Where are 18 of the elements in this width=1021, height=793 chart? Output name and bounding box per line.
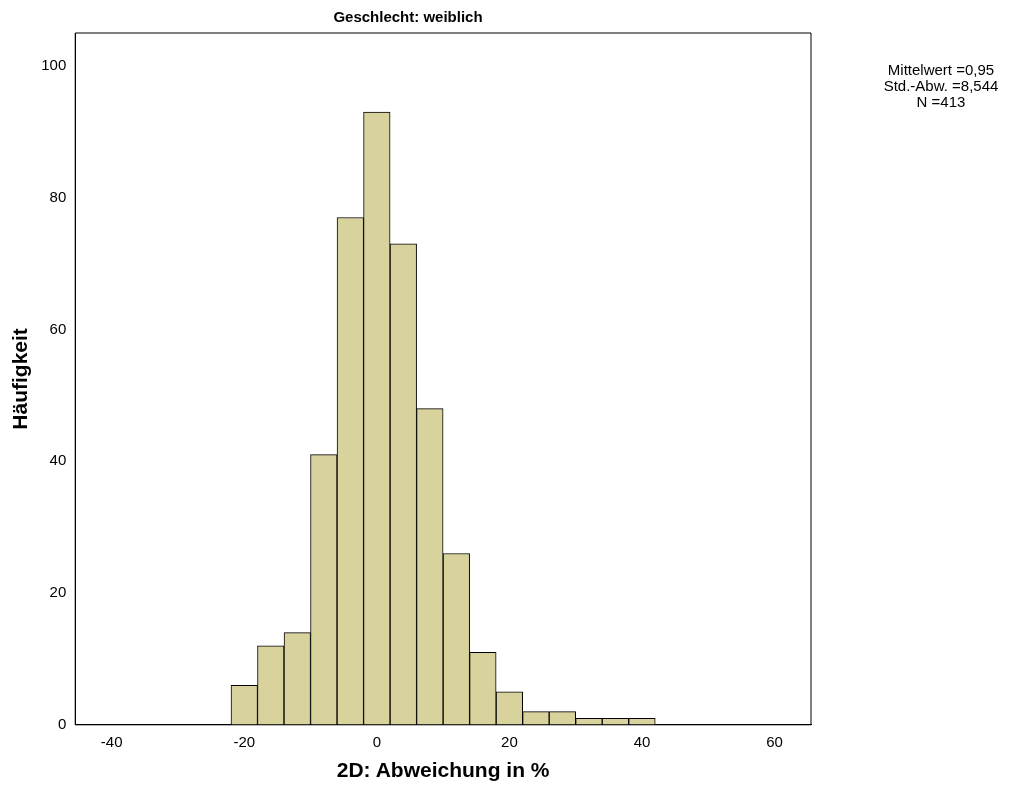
y-tick-label: 100 [41,56,67,74]
text: N =413 [916,92,966,110]
text: Std.-Abw. =8,544 [883,76,999,94]
x-tick-label: 60 [766,732,783,750]
chart-title: Geschlecht: weiblich [333,8,483,26]
x-tick-label: 0 [372,732,381,750]
y-tick-label: 0 [57,714,67,732]
y-tick-label: 40 [49,451,67,469]
x-tick-label: -40 [100,732,123,750]
text: Mittelwert =0,95 [887,60,995,78]
y-tick-label: 60 [49,319,67,337]
x-tick-label: -20 [233,732,256,750]
y-tick-label: 80 [49,187,67,205]
x-tick-label: 20 [501,732,518,750]
x-tick-label: 40 [633,732,651,750]
y-axis-title: Häufigkeit [8,328,32,430]
x-axis-title: 2D: Abweichung in % [336,758,550,782]
y-tick-label: 20 [49,583,67,601]
